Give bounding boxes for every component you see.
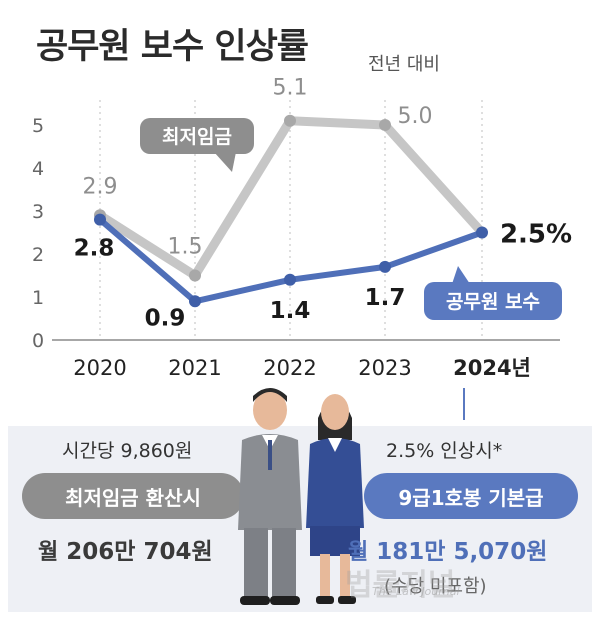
allowance-excluded-note: (수당 미포함)	[384, 576, 487, 597]
legend-civil-servant-box	[424, 282, 562, 320]
hourly-wage-label: 시간당 9,860원	[62, 440, 193, 462]
male-worker-icon	[238, 388, 302, 605]
civil-servant-point-2024	[476, 226, 488, 239]
chart-title: 공무원 보수 인상률	[36, 27, 309, 67]
y-tick-label-1: 1	[32, 287, 44, 309]
min-wage-point-2022	[284, 114, 296, 127]
civil-servant-data-label-2021: 0.9	[145, 305, 186, 331]
female-worker-icon	[306, 394, 364, 604]
legend-min-wage-box	[140, 118, 254, 154]
min-wage-monthly-prefix: 월	[38, 540, 59, 565]
watermark-logo: 법률저널	[345, 560, 455, 604]
y-tick-label-2: 2	[32, 244, 44, 266]
min-wage-data-label-2023: 5.0	[398, 104, 433, 129]
min-wage-data-label-2020: 2.9	[83, 174, 118, 199]
min-wage-point-2021	[189, 269, 201, 282]
min-wage-point-2023	[379, 119, 391, 131]
civil-servant-point-2022	[284, 273, 296, 286]
civil-servant-monthly-prefix: 월	[348, 540, 369, 565]
civil-servant-data-label-2020: 2.8	[74, 236, 115, 262]
watermark-subtext: The Law Journal	[372, 585, 460, 598]
civil-servant-data-label-2024: 2.5%	[500, 220, 572, 250]
x-tick-label-2023: 2023	[358, 356, 411, 380]
civil-servant-base-pay-pill: 9급1호봉 기본급	[364, 473, 578, 519]
civil-servant-point-2020	[94, 213, 106, 226]
civil-servant-monthly: 월 181만 5,070원	[348, 532, 547, 566]
civil-servant-data-label-2023: 1.7	[365, 285, 406, 311]
legend-civil-servant-pointer	[452, 266, 470, 284]
x-tick-label-2024: 2024년	[453, 356, 531, 380]
y-tick-label-3: 3	[32, 201, 44, 223]
watermark-text: 법률저널	[345, 568, 456, 603]
legend-civil-servant-pay: 공무원 보수	[424, 266, 562, 320]
civil-servant-monthly-value: 181만 5,070원	[376, 539, 548, 565]
min-wage-data-label-2021: 1.5	[168, 235, 203, 260]
line-chart: 0 1 2 3 4 5 2020 2021 2022 2023 2024년 2.9 1.5 5.1 5.0 2…	[32, 76, 572, 420]
y-tick-label-0: 0	[32, 330, 44, 352]
legend-min-wage: 최저임금	[140, 118, 254, 172]
min-wage-conversion-pill: 최저임금 환산시	[22, 473, 244, 519]
legend-civil-servant-label: 공무원 보수	[446, 291, 540, 313]
civil-servant-data-label-2022: 1.4	[270, 298, 311, 324]
civil-servant-point-2023	[379, 260, 391, 273]
chart-subtitle: 전년 대비	[368, 54, 440, 75]
x-tick-label-2022: 2022	[263, 356, 316, 380]
legend-min-wage-pointer	[214, 152, 236, 172]
legend-min-wage-label: 최저임금	[162, 126, 232, 148]
workers-illustration	[238, 388, 364, 605]
raise-assumption-label: 2.5% 인상시*	[386, 440, 503, 462]
y-tick-label-5: 5	[32, 115, 44, 137]
x-tick-label-2021: 2021	[168, 356, 221, 380]
y-tick-label-4: 4	[32, 158, 44, 180]
civil-servant-point-2021	[189, 295, 201, 308]
min-wage-monthly: 월 206만 704원	[38, 532, 213, 566]
x-tick-label-2020: 2020	[73, 356, 126, 380]
min-wage-monthly-value: 206만 704원	[66, 539, 213, 565]
min-wage-data-label-2022: 5.1	[273, 76, 308, 101]
